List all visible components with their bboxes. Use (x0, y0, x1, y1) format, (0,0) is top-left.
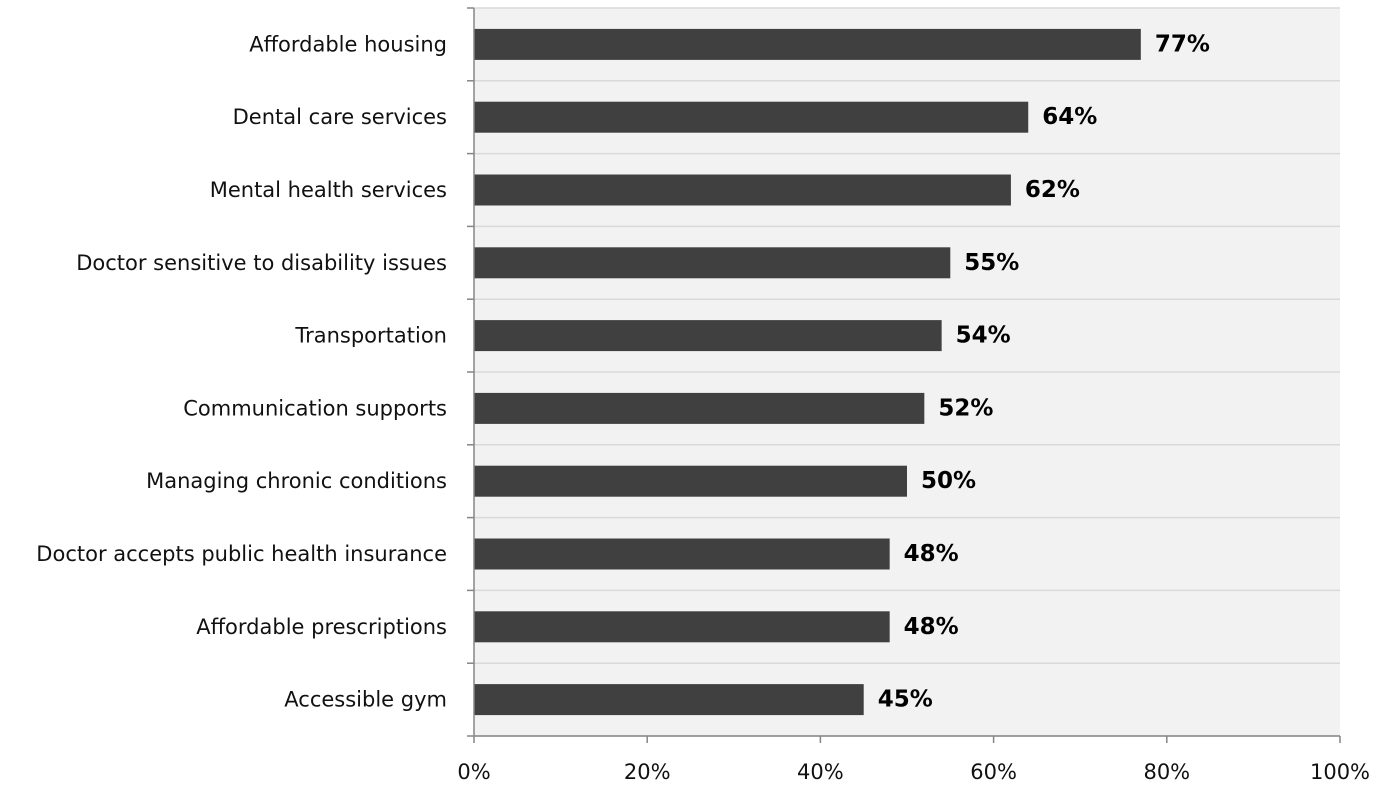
data-label: 45% (878, 687, 933, 713)
axes (467, 7, 1340, 737)
category-label: Doctor sensitive to disability issues (76, 251, 447, 275)
category-label: Affordable housing (249, 32, 447, 56)
data-label: 48% (904, 614, 959, 640)
category-label: Accessible gym (284, 688, 447, 712)
x-tick-label: 60% (970, 760, 1017, 784)
data-label: 77% (1155, 31, 1210, 57)
x-axis-ticks: 0% 20% 40% 60% 80% 100% (457, 736, 1370, 784)
bar (474, 174, 1011, 206)
bar (474, 611, 890, 643)
bar (474, 101, 1029, 133)
data-label: 54% (956, 323, 1011, 349)
data-label: 48% (904, 541, 959, 567)
data-label: 64% (1042, 104, 1097, 130)
category-label: Managing chronic conditions (146, 469, 447, 493)
bar (474, 465, 907, 497)
x-tick-label: 40% (797, 760, 844, 784)
data-label: 50% (921, 468, 976, 494)
x-tick-label: 100% (1310, 760, 1370, 784)
data-label: 52% (938, 395, 993, 421)
bar (474, 392, 925, 424)
category-label: Communication supports (183, 396, 447, 420)
bar (474, 247, 951, 279)
data-label: 62% (1025, 177, 1080, 203)
bar (474, 28, 1141, 60)
category-label: Affordable prescriptions (196, 615, 447, 639)
category-label: Dental care services (233, 105, 447, 129)
category-label: Transportation (294, 324, 447, 348)
bars (474, 28, 1141, 716)
x-tick-label: 20% (624, 760, 671, 784)
category-label: Mental health services (210, 178, 447, 202)
x-tick-label: 0% (457, 760, 490, 784)
category-labels: Affordable housing Dental care services Me… (36, 32, 447, 711)
bar (474, 684, 864, 716)
category-label: Doctor accepts public health insurance (36, 542, 447, 566)
data-label: 55% (964, 250, 1019, 276)
bar (474, 320, 942, 352)
x-tick-label: 80% (1143, 760, 1190, 784)
data-labels: 77% 64% 62% 55% 54% 52% 50% 48% 48% 45% (878, 31, 1210, 712)
bar (474, 538, 890, 570)
